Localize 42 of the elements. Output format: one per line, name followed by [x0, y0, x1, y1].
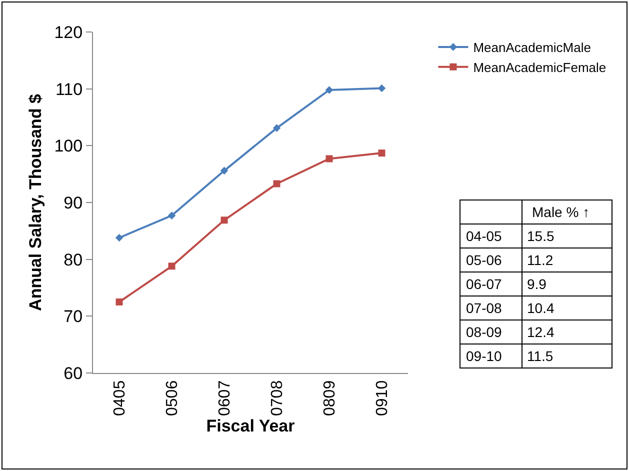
category-label: 07-08 [466, 300, 502, 316]
category-label: 05-06 [466, 252, 502, 268]
point [220, 166, 228, 175]
point [116, 298, 123, 306]
point [378, 150, 386, 157]
data-label: 11.5 [527, 348, 554, 364]
category-label: 08-09 [466, 324, 502, 340]
data-label: 9.9 [527, 276, 547, 292]
point [326, 155, 333, 162]
data-label: 11.2 [527, 252, 554, 268]
point [325, 86, 334, 94]
x-tick-label: 0607 [216, 380, 234, 416]
point [273, 180, 280, 188]
category-label: 04-05 [466, 228, 502, 244]
data-label: 15.5 [527, 228, 554, 244]
x-tick-label: 0809 [321, 380, 338, 416]
legend-label: MeanAcademicFemale [473, 60, 606, 75]
point [168, 262, 176, 270]
y-tick-label: 60 [64, 364, 83, 383]
y-tick-label: 120 [54, 22, 83, 42]
point [378, 84, 386, 92]
x-tick-label: 0405 [111, 380, 128, 416]
text: Male % ↑ [532, 204, 590, 220]
x-tick-label: 0708 [268, 380, 286, 416]
y-tick-label: 110 [55, 80, 83, 99]
y-tick-label: 70 [64, 307, 83, 326]
data-label: 12.4 [527, 324, 554, 340]
point [220, 216, 228, 224]
category-label: 09-10 [466, 348, 502, 364]
legend-label: MeanAcademicMale [473, 40, 591, 56]
x-tick-label: 0910 [374, 380, 391, 416]
point [168, 212, 176, 220]
data-label: 10.4 [527, 300, 554, 316]
point [115, 234, 124, 242]
y-tick-label: 80 [64, 250, 83, 270]
y-axis-title: Annual Salary, Thousand $ [26, 93, 45, 311]
y-tick-label: 100 [54, 136, 83, 156]
point [272, 124, 281, 132]
x-axis-title: Fiscal Year [206, 416, 296, 436]
y-tick-label: 90 [64, 193, 83, 212]
x-tick-label: 0506 [164, 380, 181, 416]
category-label: 06-07 [466, 276, 502, 292]
